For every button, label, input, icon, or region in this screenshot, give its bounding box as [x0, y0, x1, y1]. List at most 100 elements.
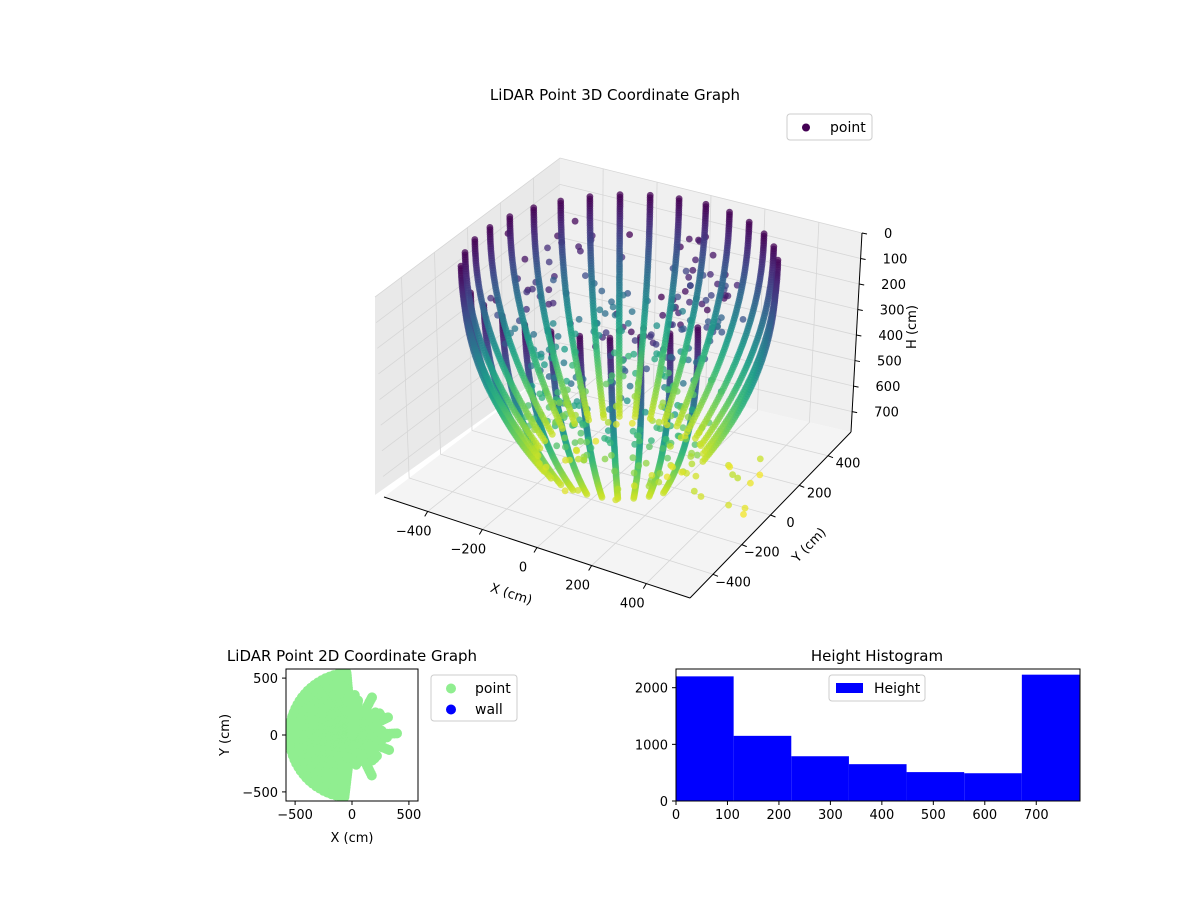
h-tick-label: 100: [883, 253, 908, 268]
histogram-legend: Height: [828, 674, 926, 702]
y-axis-label: Y (cm): [789, 525, 830, 566]
point-3d: [575, 243, 582, 251]
point-3d: [660, 489, 667, 497]
point-3d: [605, 405, 613, 413]
point-3d: [659, 445, 667, 452]
point-3d: [583, 438, 590, 446]
hist-x-tick-label: 200: [767, 808, 792, 823]
point-3d: [579, 421, 587, 429]
point-3d: [688, 460, 696, 468]
point-3d: [598, 287, 606, 295]
point-2d: [366, 770, 377, 781]
point-3d: [689, 266, 697, 274]
point-3d: [699, 450, 707, 457]
h-tick-label: 200: [881, 278, 906, 293]
histogram-ticks: 0 100 200 300 400 500 600 700 0 1000 2000: [635, 682, 1049, 823]
point-3d: [740, 511, 747, 518]
point-3d: [612, 420, 620, 428]
point-3d: [692, 256, 699, 264]
hist-y-tick-label: 1000: [635, 738, 668, 753]
point-3d: [577, 437, 584, 445]
point-3d: [642, 459, 650, 467]
point-3d: [659, 311, 667, 319]
chart-2d: LiDAR Point 2D Coordinate Graph −500 0 500…: [218, 647, 518, 846]
point-3d: [580, 456, 588, 464]
h-tick-label: 600: [876, 380, 901, 395]
point-3d: [690, 487, 698, 495]
point-3d: [631, 440, 639, 448]
x2d-tick-label: 0: [348, 808, 356, 823]
point-3d: [545, 286, 553, 294]
point-3d: [545, 373, 553, 380]
points-2d: [286, 669, 402, 801]
point-3d: [628, 308, 636, 315]
point-3d: [662, 435, 670, 443]
point-3d: [608, 298, 615, 306]
x-tick-label: 200: [565, 579, 590, 594]
point-3d: [557, 481, 565, 489]
hist-x-tick-label: 0: [672, 808, 680, 823]
point-3d: [707, 271, 714, 278]
point-3d: [674, 293, 682, 301]
point-3d: [545, 258, 553, 266]
point-3d: [663, 473, 671, 481]
y-tick-label: −200: [744, 546, 780, 561]
histogram-legend-frame: [828, 674, 926, 702]
point-3d: [554, 333, 562, 340]
y-tick-label: 0: [786, 516, 794, 531]
point-3d: [554, 389, 562, 396]
legend-3d: point: [786, 113, 873, 141]
point-3d: [506, 213, 514, 221]
x-axis-label: X (cm): [488, 581, 534, 609]
hist-x-tick-label: 600: [972, 808, 997, 823]
point-3d: [648, 472, 656, 479]
grid-line-x: [482, 182, 658, 530]
point-3d: [681, 288, 689, 295]
point-3d: [725, 501, 732, 509]
h-tick: [853, 385, 859, 388]
point-3d: [629, 454, 637, 462]
point-3d: [635, 462, 643, 470]
grid-line-h: [375, 183, 861, 323]
point-3d: [675, 195, 683, 203]
point-3d: [684, 413, 692, 421]
point-3d: [608, 452, 615, 459]
point-3d: [611, 467, 618, 475]
point-3d: [745, 218, 753, 226]
point-3d: [626, 231, 633, 239]
point-3d: [561, 345, 568, 353]
point-3d: [575, 315, 583, 323]
chart-2d-y-label: Y (cm): [218, 714, 233, 757]
h-tick-label: 700: [874, 406, 899, 421]
point-3d: [703, 306, 711, 314]
chart-3d: LiDAR Point 3D Coordinate Graph −400 −200…: [374, 86, 920, 612]
point-3d: [679, 380, 687, 387]
point-3d: [549, 320, 557, 327]
histogram-legend-label: Height: [874, 681, 921, 697]
point-3d: [656, 470, 664, 477]
point-3d: [645, 493, 653, 500]
histogram-bar: [906, 772, 965, 801]
h-tick-label: 400: [878, 329, 903, 344]
point-3d: [646, 443, 653, 451]
point-3d: [523, 305, 530, 313]
point-2d: [392, 728, 402, 739]
histogram-bar: [964, 773, 1022, 801]
point-3d: [577, 429, 585, 437]
legend-2d-marker-point: [446, 683, 456, 694]
point-3d: [560, 359, 568, 367]
histogram-frame: [675, 668, 1081, 802]
chart-2d-x-label: X (cm): [331, 831, 374, 846]
point-3d: [691, 441, 699, 448]
x-tick: [424, 511, 429, 517]
point-3d: [635, 432, 642, 440]
point-3d: [648, 437, 655, 444]
point-3d: [562, 443, 569, 451]
point-3d: [685, 273, 693, 281]
y-tick-label: 400: [836, 457, 861, 472]
z-axis-label: H (cm): [905, 305, 920, 349]
point-3d: [695, 429, 703, 436]
grid-line-x: [646, 222, 820, 584]
y-tick-label: −400: [715, 575, 751, 590]
point-3d: [734, 474, 742, 482]
